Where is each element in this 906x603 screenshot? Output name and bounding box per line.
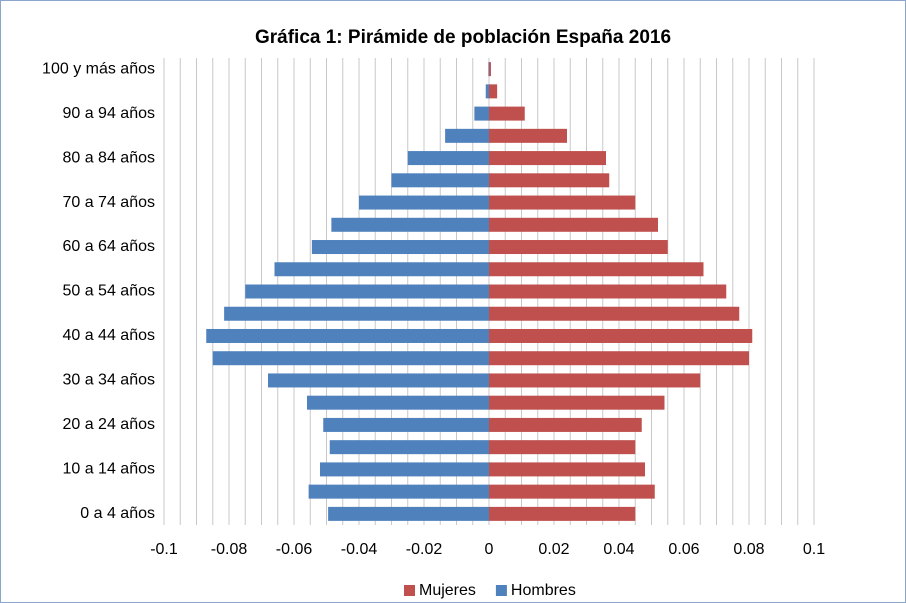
x-tick-label: 0.04 bbox=[603, 541, 634, 558]
bar bbox=[489, 284, 727, 299]
bar bbox=[328, 506, 489, 521]
bar bbox=[489, 195, 636, 210]
y-tick-label: 90 a 94 años bbox=[62, 105, 155, 122]
bar bbox=[323, 417, 489, 432]
x-tick-label: -0.04 bbox=[341, 541, 378, 558]
legend-label: Mujeres bbox=[419, 582, 476, 599]
bar bbox=[489, 128, 567, 143]
chart-title: Gráfica 1: Pirámide de población España … bbox=[255, 27, 671, 48]
bar bbox=[489, 351, 749, 366]
bar bbox=[489, 417, 642, 432]
x-tick-label: 0.02 bbox=[538, 541, 569, 558]
bar bbox=[485, 84, 489, 99]
bar bbox=[311, 240, 489, 255]
x-tick-label: 0.08 bbox=[733, 541, 764, 558]
y-tick-label: 10 a 14 años bbox=[62, 461, 155, 478]
y-tick-label: 60 a 64 años bbox=[62, 238, 155, 255]
bar bbox=[274, 262, 489, 277]
bar bbox=[489, 106, 525, 121]
bar bbox=[489, 240, 668, 255]
x-tick-label: -0.02 bbox=[406, 541, 443, 558]
bar bbox=[489, 484, 655, 499]
bar bbox=[489, 151, 606, 166]
legend-label: Hombres bbox=[511, 582, 576, 599]
x-tick-label: 0.06 bbox=[668, 541, 699, 558]
y-tick-label: 30 a 34 años bbox=[62, 372, 155, 389]
bar bbox=[407, 151, 489, 166]
bar bbox=[489, 62, 491, 77]
legend-swatch bbox=[404, 585, 415, 596]
bar bbox=[212, 351, 489, 366]
bar bbox=[307, 395, 489, 410]
y-tick-label: 20 a 24 años bbox=[62, 416, 155, 433]
bar bbox=[489, 373, 701, 388]
bar bbox=[489, 440, 636, 455]
bar bbox=[488, 62, 489, 77]
bar bbox=[268, 373, 489, 388]
bar bbox=[391, 173, 489, 188]
legend-swatch bbox=[495, 585, 507, 596]
bar bbox=[489, 217, 658, 232]
x-tick-label: -0.08 bbox=[211, 541, 248, 558]
bar bbox=[489, 506, 636, 521]
bar bbox=[224, 306, 489, 321]
bar bbox=[489, 462, 645, 477]
y-tick-label: 80 a 84 años bbox=[62, 149, 155, 166]
bar bbox=[489, 395, 665, 410]
y-tick-label: 50 a 54 años bbox=[62, 283, 155, 300]
bar bbox=[331, 217, 489, 232]
x-tick-label: -0.06 bbox=[276, 541, 313, 558]
y-tick-label: 0 a 4 años bbox=[80, 505, 155, 522]
y-tick-label: 40 a 44 años bbox=[62, 327, 155, 344]
bar bbox=[308, 484, 489, 499]
x-tick-label: 0 bbox=[485, 541, 494, 558]
y-tick-label: 70 a 74 años bbox=[62, 194, 155, 211]
bar bbox=[359, 195, 489, 210]
bar bbox=[445, 128, 489, 143]
bar bbox=[206, 328, 489, 343]
bar bbox=[489, 84, 498, 99]
bar bbox=[489, 173, 610, 188]
x-tick-label: 0.1 bbox=[803, 541, 825, 558]
bar bbox=[320, 462, 489, 477]
bar bbox=[489, 306, 740, 321]
bar bbox=[329, 440, 489, 455]
bar bbox=[489, 262, 704, 277]
bar bbox=[474, 106, 489, 121]
y-tick-label: 100 y más años bbox=[42, 60, 155, 77]
bar bbox=[489, 328, 753, 343]
bar bbox=[245, 284, 489, 299]
x-tick-label: -0.1 bbox=[150, 541, 178, 558]
